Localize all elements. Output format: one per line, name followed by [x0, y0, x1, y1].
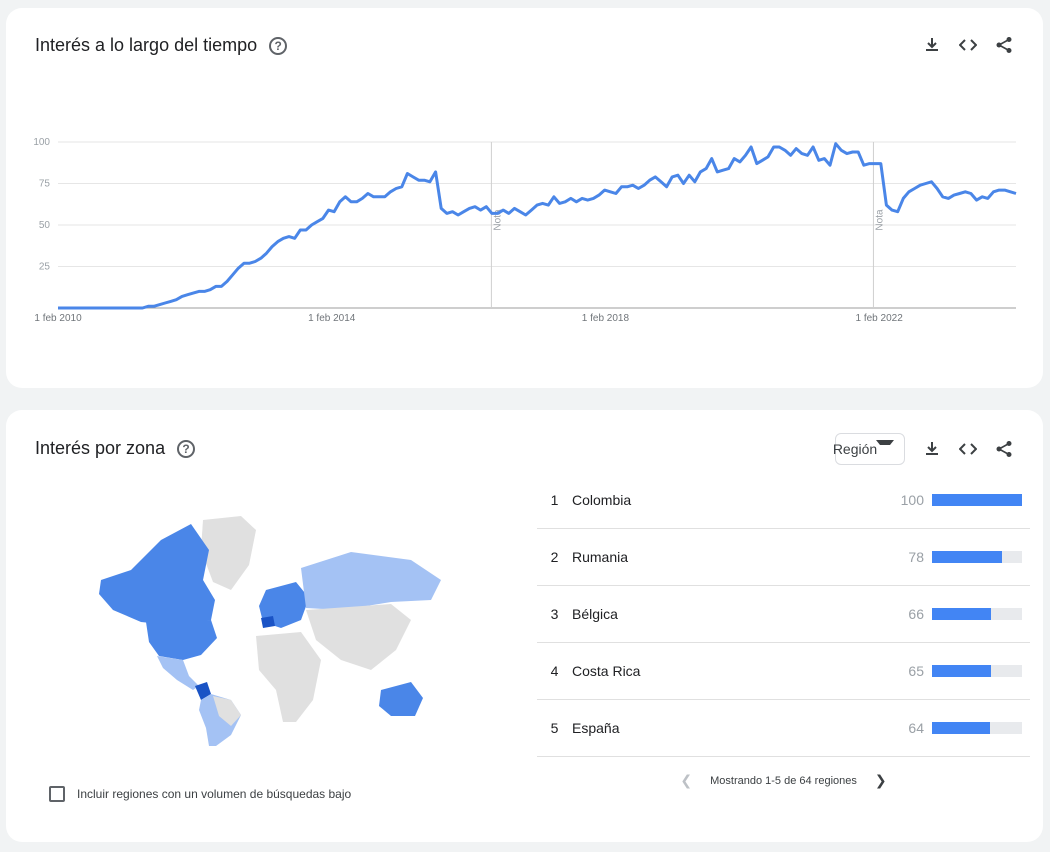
pager-text: Mostrando 1-5 de 64 regiones	[710, 774, 857, 787]
download-icon[interactable]	[923, 36, 941, 54]
region-name[interactable]: España	[572, 720, 620, 736]
chart-annotations: Nota Nota	[490, 142, 885, 308]
region-name[interactable]: Colombia	[572, 492, 632, 508]
region-bar-fill	[932, 665, 991, 677]
x-tick-label: 1 feb 2014	[308, 313, 356, 324]
region-bar-fill	[932, 551, 1003, 563]
region-rank: 4	[550, 663, 559, 679]
map-region-greenland[interactable]	[201, 516, 256, 590]
embed-code-icon[interactable]	[959, 440, 977, 458]
low-volume-option: Incluir regiones con un volumen de búsqu…	[49, 786, 351, 802]
region-dropdown[interactable]: Región	[832, 433, 905, 465]
map-region-africa[interactable]	[256, 632, 321, 722]
region-bar	[932, 608, 1022, 620]
region-value: 100	[900, 492, 924, 508]
region-row[interactable]: 2 Rumania 78	[537, 529, 1030, 586]
annotation-label[interactable]: Nota	[874, 209, 885, 231]
map-region-brazil[interactable]	[213, 696, 241, 726]
region-rank: 3	[550, 606, 559, 622]
region-bar-fill	[932, 722, 990, 734]
x-tick-label: 1 feb 2010	[34, 313, 82, 324]
region-name[interactable]: Rumania	[572, 549, 629, 565]
time-card-actions	[923, 36, 1013, 54]
map-region-australia[interactable]	[379, 682, 423, 716]
x-tick-label: 1 feb 2018	[582, 313, 630, 324]
region-bar	[932, 551, 1022, 563]
region-row[interactable]: 1 Colombia 100	[537, 472, 1030, 529]
map-region-mexico[interactable]	[157, 656, 199, 690]
download-icon[interactable]	[923, 440, 941, 458]
share-icon[interactable]	[995, 440, 1013, 458]
map-region-spain[interactable]	[261, 616, 275, 628]
embed-code-icon[interactable]	[959, 36, 977, 54]
region-rank: 2	[550, 549, 559, 565]
x-axis-ticks: 1 feb 2010 1 feb 2014 1 feb 2018 1 feb 2022	[34, 313, 903, 324]
caret-down-icon	[876, 440, 894, 458]
chevron-left-icon[interactable]: ❮	[680, 772, 693, 788]
region-bar	[932, 665, 1022, 677]
help-circle-icon[interactable]: ?	[269, 36, 288, 55]
region-rank: 5	[550, 720, 559, 736]
world-map[interactable]	[91, 510, 451, 750]
region-value: 64	[908, 720, 924, 736]
help-circle-icon[interactable]: ?	[177, 439, 196, 458]
region-rank: 1	[550, 492, 559, 508]
card-title-text: Interés a lo largo del tiempo	[35, 35, 258, 55]
region-bar-fill	[932, 494, 1022, 506]
y-tick-label: 75	[39, 179, 51, 190]
zone-card-actions: Región	[832, 433, 1013, 465]
region-value: 78	[908, 549, 924, 565]
region-row[interactable]: 4 Costa Rica 65	[537, 643, 1030, 700]
card-title-text: Interés por zona	[35, 438, 166, 458]
region-name[interactable]: Costa Rica	[572, 663, 641, 679]
map-region-colombia[interactable]	[195, 682, 211, 700]
region-row[interactable]: 3 Bélgica 66	[537, 586, 1030, 643]
y-tick-label: 100	[33, 137, 50, 148]
region-value: 66	[908, 606, 924, 622]
interest-by-zone-card: Interés por zona ? Región	[6, 410, 1043, 842]
map-region-canada[interactable]	[99, 524, 215, 625]
y-tick-label: 25	[39, 262, 51, 273]
share-icon[interactable]	[995, 36, 1013, 54]
x-tick-label: 1 feb 2022	[856, 313, 904, 324]
y-tick-label: 50	[39, 220, 51, 231]
low-volume-label: Incluir regiones con un volumen de búsqu…	[77, 787, 352, 801]
region-value: 65	[908, 663, 924, 679]
map-region-russia[interactable]	[301, 552, 441, 610]
interest-by-zone-title: Interés por zona ?	[35, 438, 196, 459]
series-line[interactable]	[58, 142, 1017, 310]
map-region-asia[interactable]	[306, 604, 411, 670]
region-row[interactable]: 5 España 64	[537, 700, 1030, 757]
map-region-usa[interactable]	[146, 620, 217, 660]
region-bar	[932, 494, 1022, 506]
region-dropdown-label: Región	[832, 441, 878, 457]
annotation-label[interactable]: Nota	[492, 209, 503, 231]
chart-grid	[58, 141, 1016, 309]
interest-over-time-title: Interés a lo largo del tiempo ?	[35, 35, 288, 56]
region-bar	[932, 722, 1022, 734]
region-pager: ❮ Mostrando 1-5 de 64 regiones ❯	[537, 772, 1030, 789]
chart-series	[58, 142, 1017, 310]
chevron-right-icon[interactable]: ❯	[874, 772, 887, 788]
y-axis-ticks: 25 50 75 100	[33, 137, 50, 273]
region-name[interactable]: Bélgica	[572, 606, 618, 622]
region-ranking-list: 1 Colombia 100 2 Rumania 78 3 Bélgica 66 4 Costa R…	[537, 472, 1030, 757]
low-volume-checkbox[interactable]	[49, 786, 65, 802]
region-bar-fill	[932, 608, 992, 620]
interest-over-time-card: Interés a lo largo del tiempo ? Nota Nota…	[6, 8, 1043, 388]
